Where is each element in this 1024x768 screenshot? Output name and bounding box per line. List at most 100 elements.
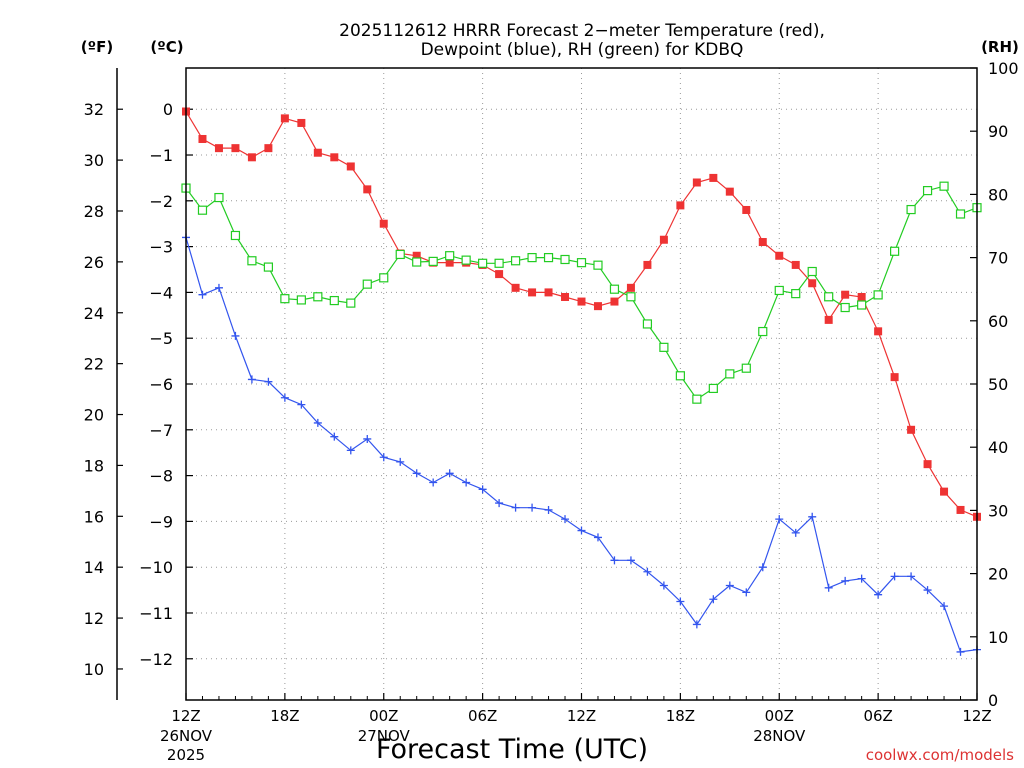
rh-tick-label: 70 — [988, 249, 1008, 268]
dewpoint-point — [445, 469, 454, 478]
celsius-tick-label: −10 — [139, 558, 173, 577]
dewpoint-point — [396, 457, 405, 466]
dewpoint-point — [412, 469, 421, 478]
time-tick-label: 06Z — [468, 707, 497, 725]
chart-title-line1: 2025112612 HRRR Forecast 2−meter Tempera… — [339, 21, 825, 41]
rh-point — [197, 205, 208, 215]
rh-point — [824, 292, 834, 302]
rh-point — [758, 326, 768, 337]
dewpoint-point — [363, 434, 372, 443]
temperature-point — [824, 315, 833, 324]
rh-unit-label: (RH) — [981, 38, 1019, 56]
temperature-point — [379, 219, 388, 228]
dewpoint-point — [824, 583, 833, 592]
plot-frame — [185, 67, 978, 701]
rh-point — [576, 258, 587, 268]
celsius-tick-label: −11 — [139, 604, 173, 623]
celsius-tick-label: −7 — [149, 421, 173, 440]
dewpoint-point — [808, 512, 817, 521]
dewpoint-point — [330, 432, 339, 441]
dewpoint-point — [478, 485, 487, 494]
temperature-point — [742, 205, 751, 214]
rh-tick-label: 100 — [988, 59, 1019, 78]
date-label: 28NOV — [753, 727, 806, 745]
temperature-point — [561, 292, 570, 301]
fahrenheit-tick-label: 20 — [84, 406, 104, 425]
dewpoint-point — [874, 590, 883, 599]
dewpoint-point — [577, 526, 586, 535]
celsius-tick-label: −12 — [139, 650, 173, 669]
celsius-tick-label: −3 — [149, 238, 173, 257]
rh-tick-label: 60 — [988, 312, 1008, 331]
rh-tick-label: 10 — [988, 628, 1008, 647]
rh-point — [922, 186, 933, 196]
fahrenheit-tick-label: 14 — [84, 558, 104, 577]
rh-point — [346, 298, 356, 308]
temperature-point — [280, 114, 289, 123]
dewpoint-point — [247, 375, 256, 384]
celsius-tick-label: −2 — [149, 192, 173, 211]
temperature-point — [412, 251, 421, 260]
fahrenheit-tick-label: 32 — [84, 100, 104, 119]
temperature-point — [709, 173, 718, 182]
dewpoint-point — [346, 446, 355, 455]
rh-point — [906, 204, 916, 215]
series — [181, 107, 982, 656]
dewpoint-point — [198, 290, 207, 299]
rh-tick-label: 0 — [988, 691, 998, 710]
temperature-point — [841, 290, 850, 299]
dewpoint-point — [791, 528, 800, 537]
dewpoint-point — [907, 572, 916, 581]
celsius-tick-label: −1 — [149, 146, 173, 165]
dewpoint-point — [956, 647, 965, 656]
dewpoint-point — [462, 478, 471, 487]
fahrenheit-tick-label: 30 — [84, 151, 104, 170]
temperature-point — [231, 144, 240, 153]
fahrenheit-tick-label: 16 — [84, 507, 104, 526]
rh-point — [329, 295, 339, 306]
axes: 0 −1 −2 −3 −4 −5 −6 −7 −8 −9 −10 −11 −12 12Z 26NOV2025… — [84, 59, 1019, 764]
celsius-tick-label: −5 — [149, 329, 173, 348]
temperature-point — [544, 288, 553, 297]
dewpoint-point — [429, 478, 438, 487]
temperature-point — [874, 327, 883, 336]
temperature-point — [692, 178, 701, 187]
rh-point — [461, 255, 471, 265]
dewpoint-point — [626, 556, 635, 565]
celsius-unit-label: (ºC) — [150, 38, 183, 56]
rh-tick-label: 30 — [988, 501, 1008, 520]
rh-point — [214, 192, 224, 203]
fahrenheit-unit-label: (ºF) — [81, 38, 113, 56]
fahrenheit-tick-label: 18 — [84, 456, 104, 475]
rh-point — [955, 209, 966, 219]
fahrenheit-tick-label: 10 — [84, 660, 104, 679]
dewpoint-point — [890, 572, 899, 581]
dewpoint-point — [214, 283, 223, 292]
temperature-point — [725, 187, 734, 196]
temperature-point — [593, 302, 602, 311]
dewpoint-point — [379, 453, 388, 462]
time-tick-label: 06Z — [863, 707, 892, 725]
rh-point — [725, 369, 735, 379]
dewpoint-point — [857, 574, 866, 583]
rh-point — [247, 256, 257, 266]
rh-point — [774, 285, 784, 296]
temperature-point — [511, 283, 520, 292]
celsius-tick-label: −9 — [149, 512, 173, 531]
rh-point — [412, 257, 422, 267]
rh-point — [560, 254, 570, 265]
temperature-point — [610, 297, 619, 306]
dewpoint-point — [692, 620, 701, 629]
rh-point — [362, 279, 372, 289]
dewpoint-point — [528, 503, 537, 512]
temperature-point — [346, 162, 355, 171]
rh-point — [313, 292, 323, 302]
gridlines — [185, 68, 978, 700]
time-tick-label: 12Z — [962, 707, 991, 725]
rh-point — [626, 292, 636, 302]
fahrenheit-tick-label: 22 — [84, 355, 104, 374]
rh-point — [840, 302, 850, 313]
rh-point — [510, 256, 521, 266]
temperature-point — [791, 260, 800, 269]
